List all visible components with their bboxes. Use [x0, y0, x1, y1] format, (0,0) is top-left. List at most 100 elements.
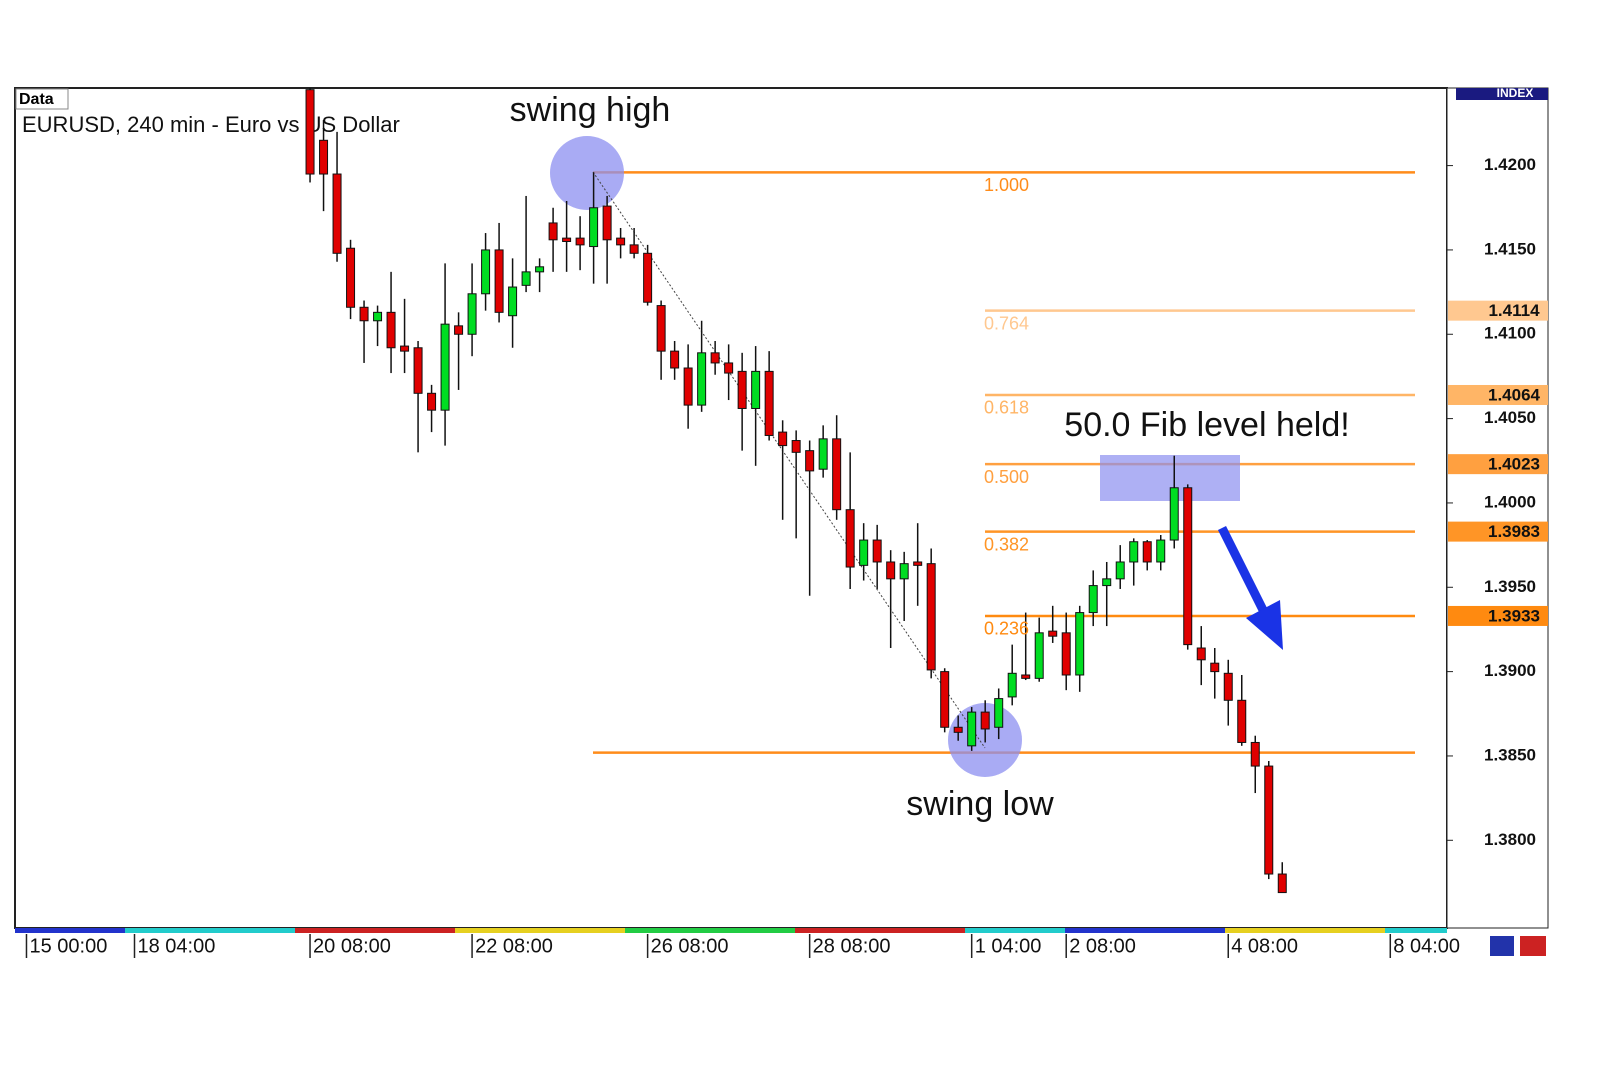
price-axis-panel [1446, 87, 1549, 929]
candle-body [953, 726, 963, 733]
candle-body [710, 352, 720, 364]
candle-body [454, 325, 464, 335]
candle-body [440, 323, 450, 411]
y-tick-label: 1.4100 [1484, 324, 1536, 343]
candle-body [508, 286, 518, 317]
scroll-button[interactable] [1490, 936, 1514, 956]
candle-body [521, 271, 531, 286]
candle-body [683, 367, 693, 406]
candle-body [1021, 674, 1031, 679]
x-tick-label: 22 08:00 [475, 935, 553, 957]
fib-label: 1.000 [984, 175, 1029, 195]
candle-body [845, 509, 855, 568]
y-tick-label: 1.4150 [1484, 239, 1536, 258]
stripe-segment [125, 928, 295, 933]
stripe-segment [625, 928, 795, 933]
stripe-segment [795, 928, 965, 933]
candle-body [1156, 539, 1166, 563]
candle-body [967, 711, 977, 747]
candle-body [832, 438, 842, 511]
fib-axis-tag-label: 1.3983 [1488, 522, 1540, 541]
x-tick-label: 18 04:00 [138, 935, 216, 957]
x-tick-label: 4 08:00 [1231, 935, 1298, 957]
candle-body [1237, 699, 1247, 743]
candle-body [737, 370, 747, 409]
candle-body [1061, 632, 1071, 676]
candle-body [1115, 561, 1125, 580]
stripe-segment [15, 928, 125, 933]
panel-label-box [15, 88, 69, 110]
x-tick-label: 1 04:00 [975, 935, 1042, 957]
candle-body [778, 431, 788, 447]
y-tick-label: 1.4000 [1484, 492, 1536, 511]
fib-label: 0.618 [984, 398, 1029, 418]
candle-body [1264, 765, 1274, 875]
fib-axis-tag-label: 1.3933 [1488, 606, 1540, 625]
stripe-segment [295, 928, 455, 933]
stripe-segment [1225, 928, 1385, 933]
down-arrow-shaft [1217, 525, 1269, 615]
candle-body [629, 244, 639, 254]
annotation: swing high [510, 91, 671, 129]
y-tick-label: 1.3950 [1484, 577, 1536, 596]
candle-body [764, 370, 774, 436]
candle-body [413, 347, 423, 394]
fib-axis-tag [1448, 384, 1548, 405]
candle-body [899, 563, 909, 580]
y-tick-label: 1.3800 [1484, 830, 1536, 849]
candle-body [643, 252, 653, 303]
candle-body [670, 350, 680, 369]
annotation: swing low [906, 785, 1054, 823]
candle-body [859, 539, 869, 566]
candle-body [535, 266, 545, 273]
candle-body [427, 392, 437, 411]
panel-label: Data [19, 91, 54, 108]
y-tick-label: 1.3900 [1484, 661, 1536, 680]
x-tick-label: 2 08:00 [1069, 935, 1136, 957]
candle-body [994, 698, 1004, 728]
candle-body [751, 370, 761, 409]
candle-body [319, 139, 329, 175]
shift-button[interactable] [1520, 936, 1546, 956]
fib-axis-tag-label: 1.4114 [1488, 301, 1540, 320]
x-tick-label: 26 08:00 [651, 935, 729, 957]
candle-body [886, 561, 896, 580]
candle-body [1048, 630, 1058, 637]
candle-body [616, 237, 626, 246]
down-arrow-head [1246, 600, 1283, 650]
candle-body [481, 249, 491, 295]
fib-axis-tag [1448, 300, 1548, 321]
fib-label: 0.764 [984, 313, 1029, 333]
x-tick-label: 28 08:00 [813, 935, 891, 957]
candle-body [818, 438, 828, 470]
candle-body [1142, 541, 1152, 563]
candle-body [589, 207, 599, 248]
y-tick-label: 1.4050 [1484, 408, 1536, 427]
fib-axis-tag-label: 1.4023 [1488, 455, 1540, 474]
fib-axis-tag-label: 1.4064 [1488, 385, 1541, 404]
candle-body [1129, 541, 1139, 563]
candle-body [1196, 647, 1206, 661]
candle-body [1102, 578, 1112, 587]
candle-body [332, 173, 342, 254]
index-badge-text: INDEX [1497, 86, 1534, 100]
candle-body [1250, 741, 1260, 767]
candle-body [913, 561, 923, 566]
candle-body [494, 249, 504, 313]
fib-axis-tag [1448, 605, 1548, 626]
fib-label: 0.382 [984, 534, 1029, 554]
candle-body [791, 440, 801, 453]
y-tick-label: 1.3850 [1484, 745, 1536, 764]
annotation: 50.0 Fib level held! [1064, 406, 1349, 444]
time-stripe [15, 928, 1447, 933]
candle-body [1034, 632, 1044, 679]
candle-body [548, 222, 558, 241]
y-tick-label: 1.4200 [1484, 155, 1536, 174]
candle-body [1007, 672, 1017, 698]
plot-frame [14, 87, 1448, 929]
x-tick-label: 20 08:00 [313, 935, 391, 957]
candle-body [980, 711, 990, 730]
swing-high-circle [550, 136, 624, 210]
index-badge [1456, 88, 1548, 100]
